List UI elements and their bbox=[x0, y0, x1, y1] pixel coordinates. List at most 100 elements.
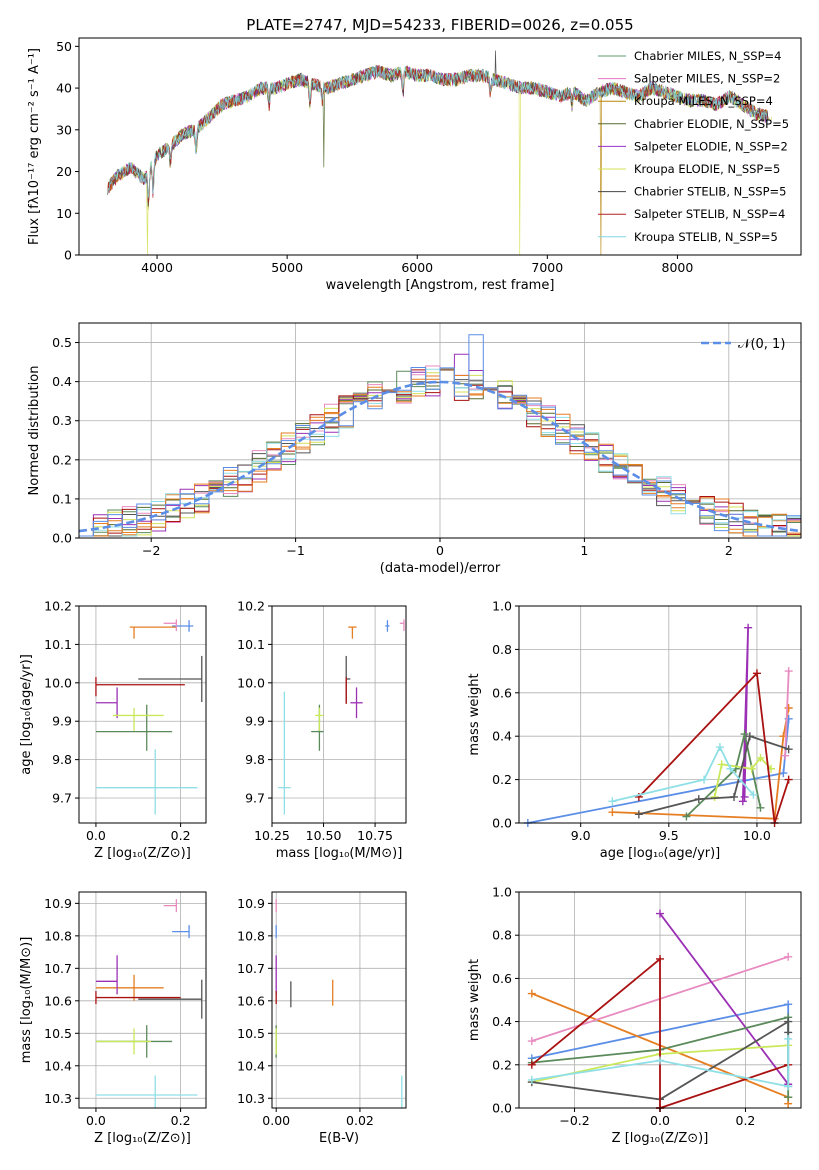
y-axis-label: age [log₁₀(age/yr)] bbox=[19, 654, 34, 775]
mass-vs-age-panel: 10.25 10.50 10.75 9.7 9.8 9.9 10.0 10.1 10.2 mass… bbox=[237, 599, 407, 861]
weight-marker bbox=[608, 797, 617, 806]
x-axis-label: Z [log₁₀(Z/Z⊙)] bbox=[612, 1131, 709, 1146]
legend-label: Chabrier MILES, N_SSP=4 bbox=[634, 49, 781, 63]
weight-marker bbox=[784, 1034, 793, 1043]
weight-marker bbox=[784, 952, 793, 961]
x-tick-label: 0.2 bbox=[736, 1113, 756, 1128]
weight-marker bbox=[738, 797, 747, 806]
legend-label: Salpeter MILES, N_SSP=2 bbox=[634, 72, 780, 86]
axes-frame bbox=[518, 605, 802, 824]
error-bars bbox=[95, 619, 203, 815]
x-axis-label: wavelength [Angstrom, rest frame] bbox=[326, 278, 555, 293]
legend-label: 𝒩(0, 1) bbox=[738, 337, 785, 352]
weight-marker bbox=[656, 909, 664, 918]
x-tick-label: 0.02 bbox=[346, 1113, 374, 1128]
error-bars bbox=[278, 619, 405, 815]
y-tick-label: 30 bbox=[56, 122, 72, 137]
error-bars bbox=[275, 899, 403, 1108]
x-tick-label: 7000 bbox=[531, 260, 563, 275]
axes-frame bbox=[271, 605, 407, 824]
y-tick-label: 0.8 bbox=[492, 928, 512, 943]
y-tick-label: 0.5 bbox=[52, 335, 72, 350]
y-tick-label: 10 bbox=[56, 206, 72, 221]
x-axis-label: Z [log₁₀(Z/Z⊙)] bbox=[94, 1131, 191, 1146]
weight-marker bbox=[700, 775, 709, 784]
weight-marker bbox=[784, 667, 793, 676]
weight-marker bbox=[527, 1060, 536, 1069]
x-tick-label: 5000 bbox=[271, 260, 303, 275]
weight-marker bbox=[747, 764, 756, 773]
legend-label: Kroupa MILES, N_SSP=4 bbox=[634, 94, 773, 108]
y-tick-label: 40 bbox=[56, 81, 72, 96]
legend-label: Kroupa ELODIE, N_SSP=5 bbox=[634, 162, 780, 176]
y-tick-label: 0.2 bbox=[52, 452, 72, 467]
weight-marker bbox=[756, 803, 765, 812]
weight-series bbox=[784, 671, 790, 756]
y-tick-label: 0.2 bbox=[492, 772, 512, 787]
legend-label: Kroupa STELIB, N_SSP=5 bbox=[634, 230, 778, 244]
y-axis-label: Flux [fλ10⁻¹⁷ erg cm⁻² s⁻¹ A⁻¹] bbox=[27, 48, 42, 245]
y-tick-label: 0.4 bbox=[492, 729, 512, 744]
weight-series bbox=[531, 1020, 790, 1101]
axes-frame bbox=[78, 37, 802, 256]
legend-label: Chabrier ELODIE, N_SSP=5 bbox=[634, 117, 789, 131]
x-tick-label: −1 bbox=[286, 543, 304, 558]
y-tick-label: 9.8 bbox=[245, 752, 265, 767]
x-axis-label: mass [log₁₀(M/M⊙)] bbox=[276, 846, 403, 861]
y-tick-label: 10.0 bbox=[44, 675, 72, 690]
x-tick-label: 0.2 bbox=[171, 1113, 191, 1128]
weight-marker bbox=[726, 764, 735, 773]
weight-marker bbox=[781, 751, 790, 760]
y-tick-label: 10.8 bbox=[44, 928, 72, 943]
weight-marker bbox=[656, 1056, 664, 1065]
y-tick-label: 10.6 bbox=[44, 993, 72, 1008]
y-tick-label: 0.1 bbox=[52, 491, 72, 506]
weight-marker bbox=[608, 808, 617, 817]
weight-marker bbox=[717, 760, 726, 769]
weight-marker bbox=[779, 769, 788, 778]
y-axis-label: mass [log₁₀(M/M⊙)] bbox=[19, 937, 34, 1064]
weight-marker bbox=[784, 1082, 793, 1091]
weight-marker bbox=[784, 1093, 793, 1102]
y-tick-label: 0.4 bbox=[492, 1014, 512, 1029]
weight-marker bbox=[634, 810, 643, 819]
weight-series bbox=[741, 627, 749, 802]
weight-marker bbox=[784, 703, 793, 712]
x-tick-label: 10.50 bbox=[306, 828, 342, 843]
weight-marker bbox=[784, 745, 793, 754]
y-tick-label: 10.8 bbox=[237, 928, 265, 943]
y-tick-label: 9.8 bbox=[52, 752, 72, 767]
weight-marker bbox=[710, 792, 719, 801]
y-tick-label: 10.3 bbox=[44, 1091, 72, 1106]
x-tick-label: 10.75 bbox=[357, 828, 393, 843]
y-tick-label: 10.1 bbox=[44, 637, 72, 652]
spectrum-panel: Chabrier MILES, N_SSP=4 Salpeter MILES, N… bbox=[27, 37, 802, 293]
error-bars bbox=[95, 899, 203, 1108]
y-tick-label: 9.9 bbox=[52, 714, 72, 729]
weight-marker bbox=[740, 792, 749, 801]
legend: Chabrier MILES, N_SSP=4 Salpeter MILES, N… bbox=[598, 49, 789, 244]
y-axis-label: mass weight bbox=[467, 673, 482, 755]
y-tick-label: 10.4 bbox=[237, 1058, 265, 1073]
y-axis-label: mass weight bbox=[467, 959, 482, 1041]
spectrum-series bbox=[107, 65, 769, 203]
x-axis-label: Z [log₁₀(Z/Z⊙)] bbox=[94, 846, 191, 861]
weight-marker bbox=[784, 1017, 793, 1026]
y-tick-label: 10.3 bbox=[237, 1091, 265, 1106]
x-tick-label: 6000 bbox=[401, 260, 433, 275]
y-tick-label: 10.2 bbox=[237, 599, 265, 614]
x-tick-label: 10.0 bbox=[743, 828, 771, 843]
y-axis-label: Normed distribution bbox=[27, 366, 42, 496]
spectrum-lines bbox=[107, 50, 773, 255]
x-tick-label: −0.2 bbox=[559, 1113, 589, 1128]
y-tick-label: 10.0 bbox=[237, 675, 265, 690]
spectrum-series bbox=[107, 65, 769, 199]
x-tick-label: 0.0 bbox=[86, 828, 106, 843]
x-axis-label: E(B-V) bbox=[319, 1131, 359, 1146]
spectrum-series bbox=[107, 65, 769, 202]
weight-marker bbox=[527, 1037, 536, 1046]
histogram-series bbox=[79, 353, 801, 537]
z-vs-mass-panel: 0.0 0.2 10.3 10.4 10.5 10.6 10.7 10.8 10.9 Z [log… bbox=[19, 891, 207, 1146]
weight-marker bbox=[784, 1000, 793, 1009]
